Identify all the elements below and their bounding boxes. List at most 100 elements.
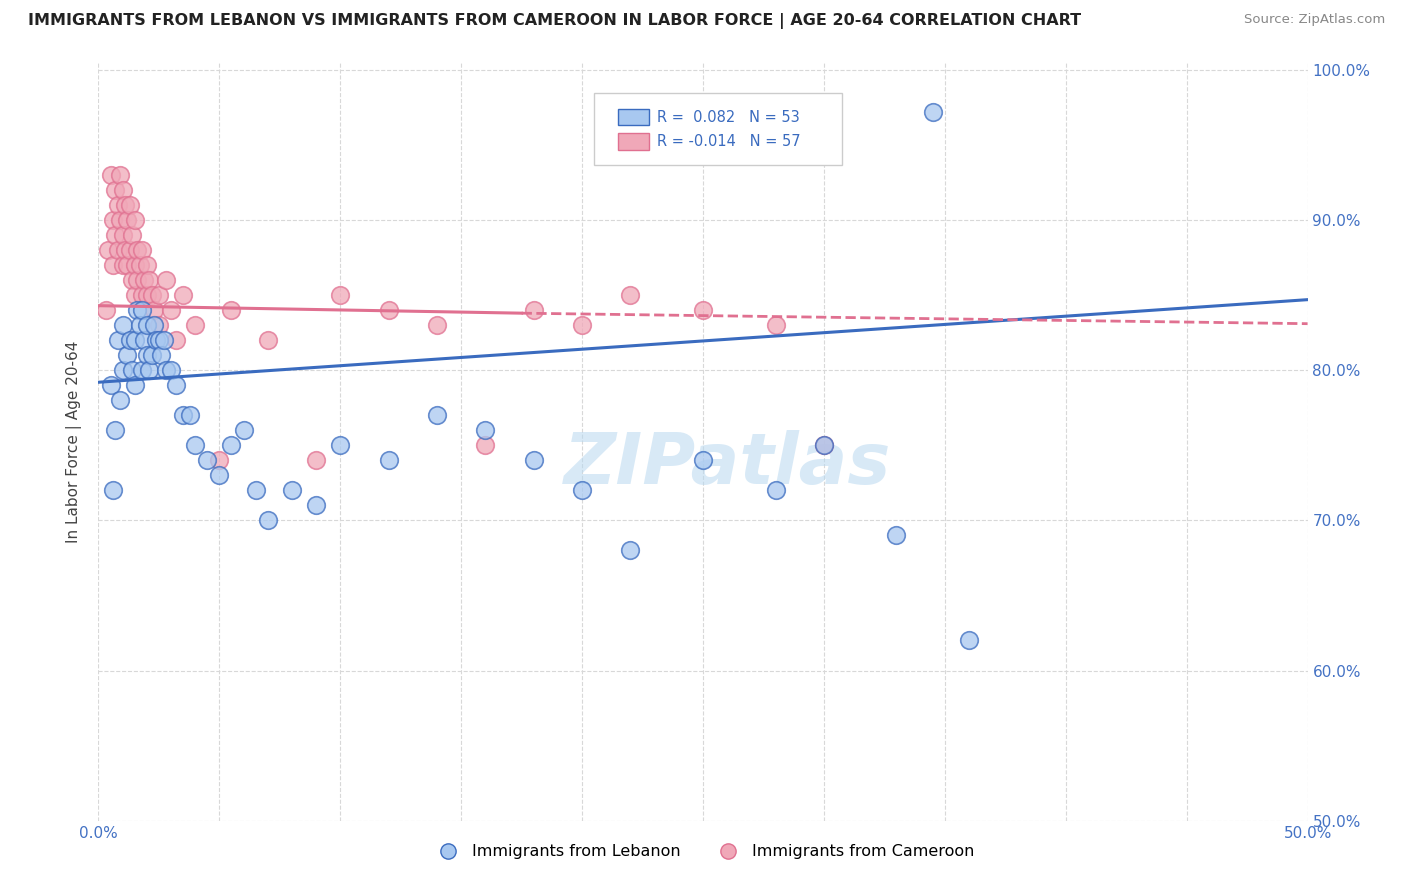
- Point: [127, 303, 149, 318]
- Point: [107, 243, 129, 257]
- Point: [135, 348, 157, 362]
- Point: [256, 333, 278, 347]
- Point: [329, 438, 352, 452]
- Point: [813, 438, 835, 452]
- Legend: Immigrants from Lebanon, Immigrants from Cameroon: Immigrants from Lebanon, Immigrants from…: [425, 838, 981, 866]
- Text: ZIPatlas: ZIPatlas: [564, 430, 891, 499]
- FancyBboxPatch shape: [619, 133, 648, 150]
- Point: [111, 318, 134, 333]
- Point: [474, 438, 496, 452]
- Point: [921, 105, 943, 120]
- Point: [692, 303, 714, 318]
- Point: [108, 213, 131, 227]
- Point: [121, 273, 143, 287]
- Point: [94, 303, 117, 318]
- Point: [179, 409, 201, 423]
- Point: [124, 333, 146, 347]
- Point: [124, 213, 146, 227]
- Point: [155, 363, 177, 377]
- Point: [141, 348, 163, 362]
- Y-axis label: In Labor Force | Age 20-64: In Labor Force | Age 20-64: [66, 341, 83, 542]
- Point: [131, 288, 153, 302]
- Point: [155, 273, 177, 287]
- Point: [114, 243, 136, 257]
- Point: [124, 288, 146, 302]
- Point: [619, 288, 641, 302]
- Point: [127, 273, 149, 287]
- Point: [160, 303, 183, 318]
- Text: Source: ZipAtlas.com: Source: ZipAtlas.com: [1244, 13, 1385, 27]
- Point: [184, 318, 207, 333]
- Point: [114, 198, 136, 212]
- Point: [305, 499, 328, 513]
- Point: [957, 633, 980, 648]
- Point: [765, 483, 787, 498]
- Point: [152, 333, 174, 347]
- Point: [165, 378, 187, 392]
- Point: [101, 258, 124, 272]
- Point: [165, 333, 187, 347]
- Point: [571, 318, 593, 333]
- Point: [121, 228, 143, 243]
- Point: [118, 243, 141, 257]
- Text: IMMIGRANTS FROM LEBANON VS IMMIGRANTS FROM CAMEROON IN LABOR FORCE | AGE 20-64 C: IMMIGRANTS FROM LEBANON VS IMMIGRANTS FR…: [28, 13, 1081, 29]
- Point: [111, 228, 134, 243]
- Point: [281, 483, 304, 498]
- Point: [474, 423, 496, 437]
- FancyBboxPatch shape: [619, 109, 648, 126]
- Point: [100, 168, 122, 182]
- Point: [208, 468, 231, 483]
- Point: [571, 483, 593, 498]
- Point: [305, 453, 328, 467]
- Point: [692, 453, 714, 467]
- Point: [138, 273, 160, 287]
- Point: [172, 409, 194, 423]
- Point: [765, 318, 787, 333]
- Point: [160, 363, 183, 377]
- Point: [886, 528, 908, 542]
- Point: [150, 348, 173, 362]
- Point: [426, 409, 449, 423]
- Point: [377, 303, 399, 318]
- Point: [118, 333, 141, 347]
- Point: [134, 333, 156, 347]
- Point: [245, 483, 267, 498]
- Point: [523, 303, 546, 318]
- Point: [619, 543, 641, 558]
- Point: [131, 363, 153, 377]
- Point: [131, 243, 153, 257]
- Point: [143, 303, 166, 318]
- Point: [111, 183, 134, 197]
- Point: [232, 423, 254, 437]
- Point: [100, 378, 122, 392]
- FancyBboxPatch shape: [595, 93, 842, 165]
- Point: [108, 168, 131, 182]
- Point: [111, 363, 134, 377]
- Point: [208, 453, 231, 467]
- Point: [195, 453, 218, 467]
- Point: [221, 438, 243, 452]
- Point: [813, 438, 835, 452]
- Point: [135, 318, 157, 333]
- Point: [128, 258, 150, 272]
- Point: [145, 333, 167, 347]
- Point: [135, 258, 157, 272]
- Point: [134, 273, 156, 287]
- Point: [108, 393, 131, 408]
- Point: [107, 333, 129, 347]
- Point: [117, 258, 139, 272]
- Point: [121, 363, 143, 377]
- Point: [184, 438, 207, 452]
- Point: [128, 318, 150, 333]
- Point: [101, 213, 124, 227]
- Point: [329, 288, 352, 302]
- Point: [138, 363, 160, 377]
- Point: [148, 288, 170, 302]
- Point: [117, 213, 139, 227]
- Point: [148, 333, 170, 347]
- Point: [148, 318, 170, 333]
- Point: [111, 258, 134, 272]
- Point: [141, 288, 163, 302]
- Point: [135, 288, 157, 302]
- Point: [104, 228, 127, 243]
